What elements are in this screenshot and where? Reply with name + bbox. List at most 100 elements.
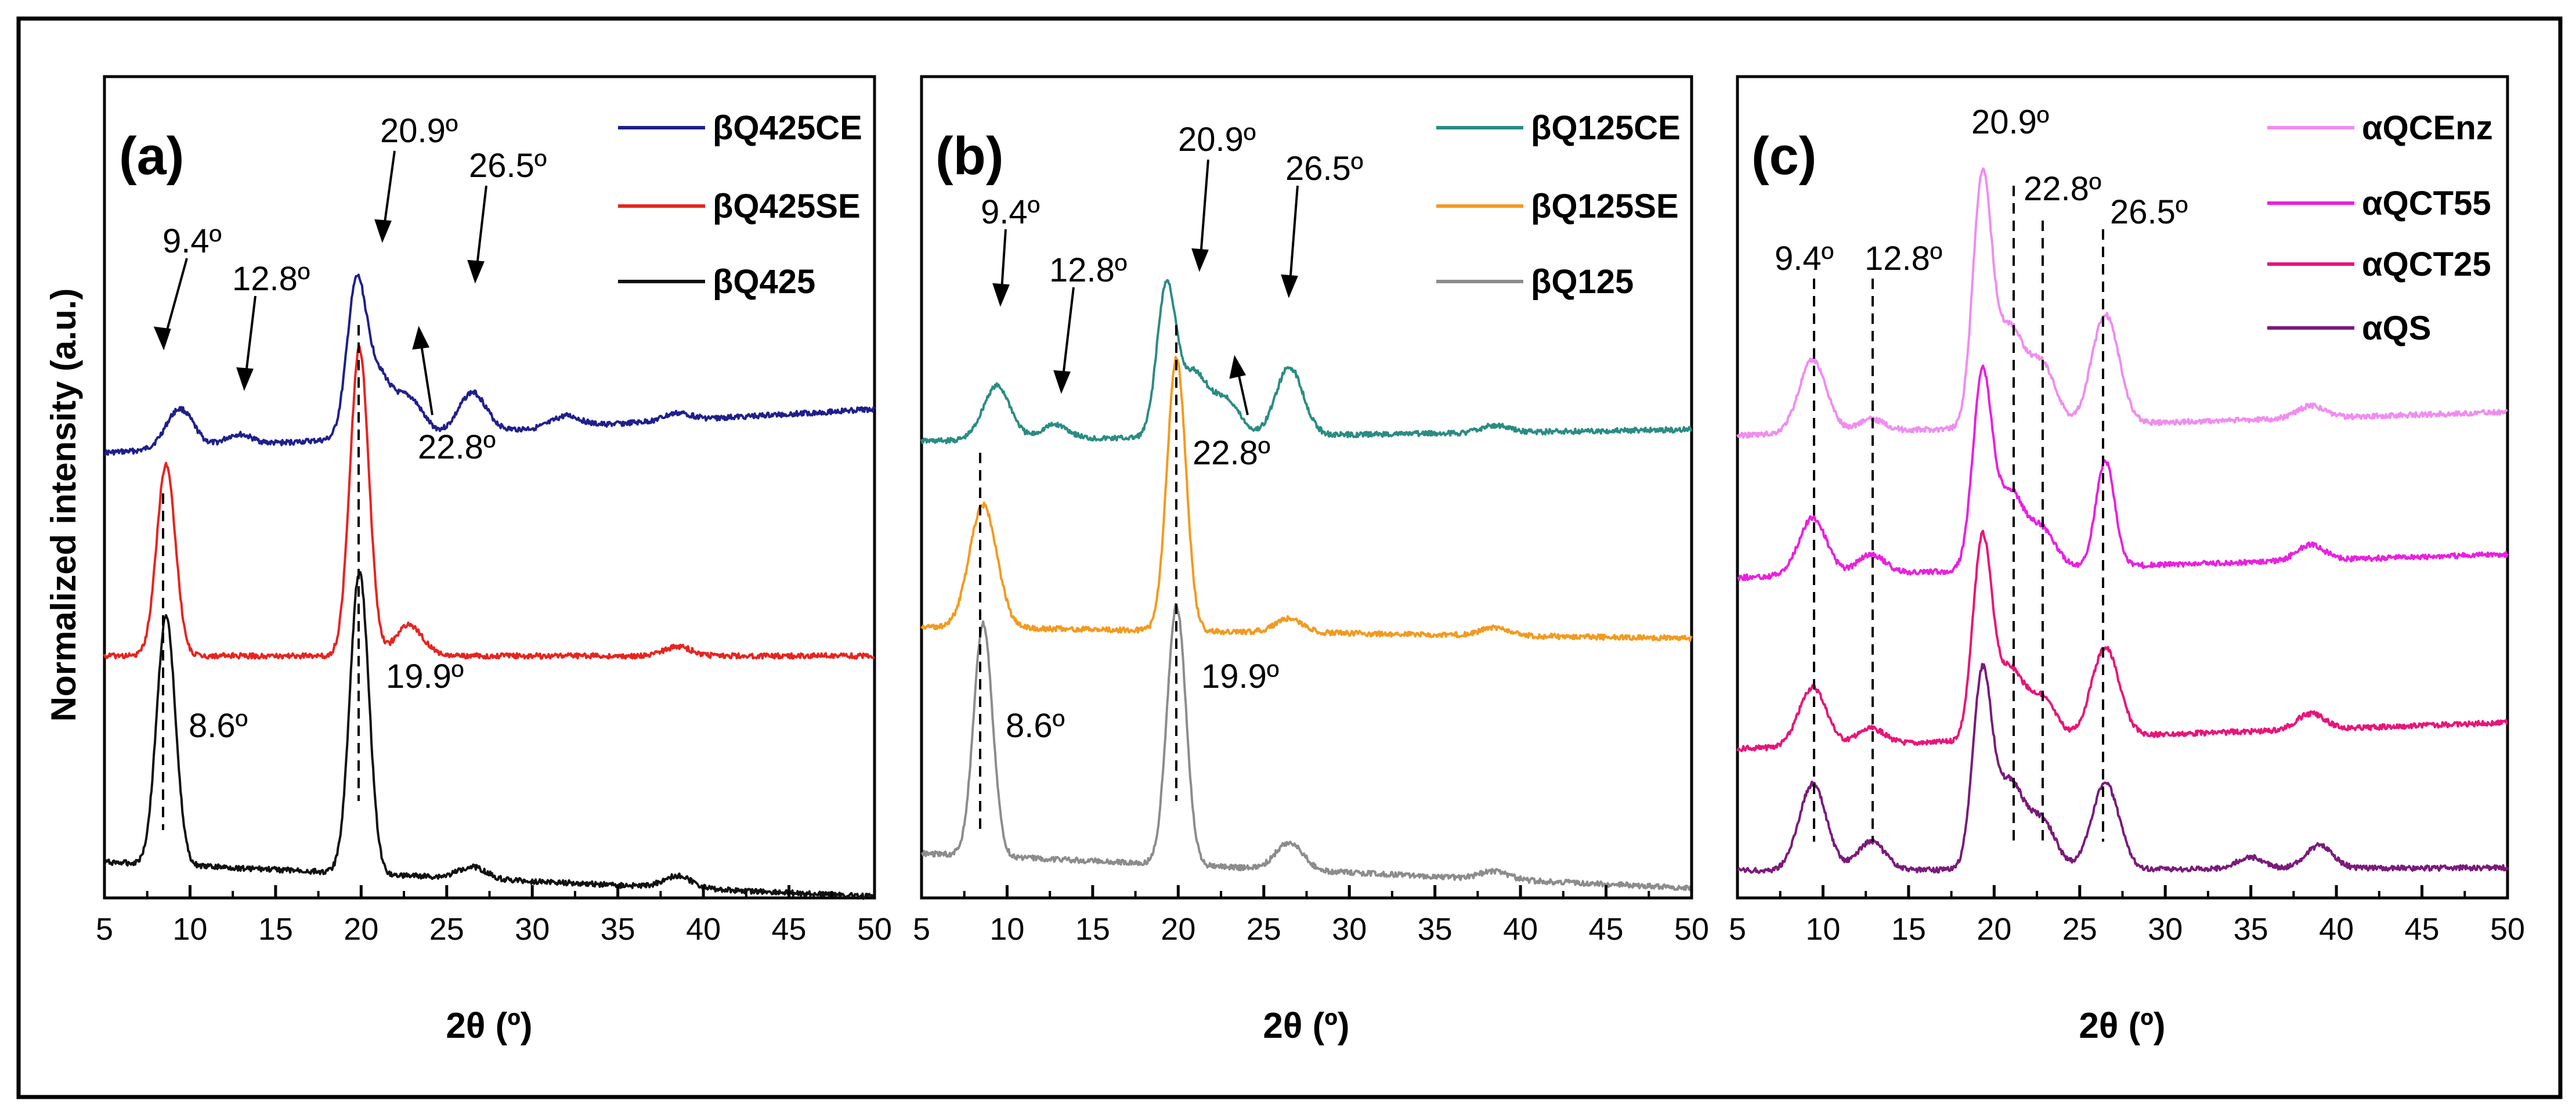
legend-bq425: βQ425 <box>713 263 815 301</box>
x-tick-label-5: 5 <box>96 912 113 947</box>
x-tick-label-30: 30 <box>515 912 550 947</box>
panel-c-legend: αQCEnz αQCT55 αQCT25 αQS <box>2267 109 2493 347</box>
x-tick-label-50: 50 <box>1674 912 1709 947</box>
legend-aqs: αQS <box>2362 309 2431 347</box>
panel-b-x-label: 2θ (º) <box>1263 1006 1349 1046</box>
arrow-a-26-5 <box>475 185 487 276</box>
panel-c-x-axis: 5 10 15 20 25 30 35 40 45 50 <box>1729 885 2525 947</box>
panel-b-arrows <box>992 159 1299 416</box>
legend-bq125se: βQ125SE <box>1531 187 1679 225</box>
x-tick-label-40: 40 <box>2319 912 2354 947</box>
panel-c-x-label: 2θ (º) <box>2079 1006 2165 1046</box>
series-line-qcenz <box>1736 167 2508 439</box>
x-tick-label-30: 30 <box>2148 912 2183 947</box>
legend-bq125ce: βQ125CE <box>1531 109 1681 147</box>
series-line-q125 <box>920 602 1693 892</box>
x-tick-label-45: 45 <box>1589 912 1624 947</box>
x-tick-label-15: 15 <box>1891 912 1926 947</box>
annot-c-9-4: 9.4º <box>1775 240 1834 277</box>
panel-b-guides <box>979 325 1177 830</box>
x-tick-label-50: 50 <box>2490 912 2525 947</box>
annot-a-19-9: 19.9º <box>386 658 464 695</box>
x-tick-label-20: 20 <box>344 912 378 947</box>
figure-frame <box>16 16 2563 1099</box>
panel-a-x-axis: 5 10 15 20 25 30 35 40 45 50 <box>96 885 892 947</box>
x-tick-label-25: 25 <box>1247 912 1281 947</box>
annot-b-8-6: 8.6º <box>1006 707 1065 745</box>
annot-b-12-8: 12.8º <box>1049 251 1127 289</box>
x-tick-label-5: 5 <box>1729 912 1746 947</box>
x-tick-label-40: 40 <box>686 912 721 947</box>
panel-a-x-label: 2θ (º) <box>446 1006 532 1046</box>
series-line-qct25 <box>1736 529 2508 752</box>
x-tick-label-15: 15 <box>1075 912 1110 947</box>
x-tick-label-35: 35 <box>601 912 635 947</box>
x-tick-label-15: 15 <box>258 912 293 947</box>
x-tick-label-25: 25 <box>2062 912 2097 947</box>
annot-c-12-8: 12.8º <box>1865 240 1942 277</box>
x-tick-label-45: 45 <box>772 912 807 947</box>
series-line-q125ce <box>920 279 1693 445</box>
x-tick-label-35: 35 <box>2234 912 2268 947</box>
x-tick-label-10: 10 <box>172 912 207 947</box>
x-tick-label-20: 20 <box>1161 912 1195 947</box>
series-line-q425ce <box>104 273 876 456</box>
series-line-qct55 <box>1737 365 2509 582</box>
annot-b-22-8: 22.8º <box>1193 434 1270 472</box>
panel-a: (a) βQ425CE βQ425SE βQ425 9.4º 12.8º 20.… <box>96 75 892 1046</box>
panel-a-legend: βQ425CE βQ425SE βQ425 <box>618 109 862 301</box>
panel-c-label: (c) <box>1751 127 1816 186</box>
legend-bq125: βQ125 <box>1531 263 1634 301</box>
x-tick-label-25: 25 <box>429 912 464 947</box>
annot-b-20-9: 20.9º <box>1178 121 1256 158</box>
panel-b-plot <box>920 279 1693 892</box>
panel-a-label: (a) <box>119 127 184 186</box>
legend-aqcenz: αQCEnz <box>2362 109 2493 147</box>
legend-bq425se: βQ425SE <box>713 187 861 225</box>
panel-b-label: (b) <box>935 127 1003 186</box>
legend-bq425ce: βQ425CE <box>713 109 862 147</box>
annot-a-9-4: 9.4º <box>162 222 222 260</box>
x-tick-label-50: 50 <box>857 912 892 947</box>
annot-a-26-5: 26.5º <box>469 147 547 185</box>
annot-a-20-9: 20.9º <box>380 112 458 150</box>
panel-a-plot <box>103 273 876 900</box>
panel-c-annotations: 20.9º 9.4º 12.8º 22.8º 26.5º <box>1775 103 2188 277</box>
panel-a-arrows <box>153 150 487 416</box>
panel-c-plot <box>1736 167 2509 874</box>
panel-b-legend: βQ125CE βQ125SE βQ125 <box>1436 109 1681 301</box>
series-line-q425se <box>103 345 876 660</box>
x-tick-label-45: 45 <box>2405 912 2440 947</box>
panel-c-guides <box>1813 186 2104 842</box>
annot-a-22-8: 22.8º <box>418 428 496 466</box>
panel-b-x-axis: 5 10 15 20 25 30 35 40 45 50 <box>913 885 1709 947</box>
panel-b: (b) βQ125CE βQ125SE βQ125 9.4º 12.8º 20.… <box>913 75 1709 1046</box>
y-axis-label: Normalized intensity (a.u.) <box>44 288 83 722</box>
annot-b-9-4: 9.4º <box>981 193 1040 231</box>
x-tick-label-20: 20 <box>1977 912 2011 947</box>
arrow-b-20-9 <box>1199 159 1209 265</box>
x-tick-label-5: 5 <box>913 912 930 947</box>
x-tick-label-10: 10 <box>989 912 1024 947</box>
annot-a-8-6: 8.6º <box>189 707 248 745</box>
x-tick-label-10: 10 <box>1805 912 1840 947</box>
panel-a-annotations: 9.4º 12.8º 20.9º 26.5º 22.8º 8.6º 19.9º <box>162 112 547 745</box>
x-tick-label-30: 30 <box>1332 912 1367 947</box>
series-line-q125se <box>920 356 1693 643</box>
panel-a-guides <box>162 325 360 830</box>
annot-c-20-9: 20.9º <box>1971 103 2049 141</box>
annot-c-26-5: 26.5º <box>2110 193 2188 231</box>
arrow-b-12-8 <box>1061 287 1075 387</box>
annot-b-19-9: 19.9º <box>1201 658 1279 695</box>
annot-c-22-8: 22.8º <box>2024 170 2101 208</box>
series-line-qs <box>1736 663 2509 874</box>
annot-a-12-8: 12.8º <box>232 260 310 298</box>
x-tick-label-35: 35 <box>1418 912 1453 947</box>
legend-aqct55: αQCT55 <box>2362 185 2491 222</box>
panel-b-annotations: 9.4º 12.8º 20.9º 26.5º 22.8º 8.6º 19.9º <box>981 121 1363 745</box>
panel-c: (c) αQCEnz αQCT55 αQCT25 αQS 20.9º 9.4º … <box>1729 75 2525 1046</box>
annot-b-26-5: 26.5º <box>1285 150 1363 187</box>
x-tick-label-40: 40 <box>1503 912 1538 947</box>
arrow-b-26-5 <box>1288 185 1299 291</box>
